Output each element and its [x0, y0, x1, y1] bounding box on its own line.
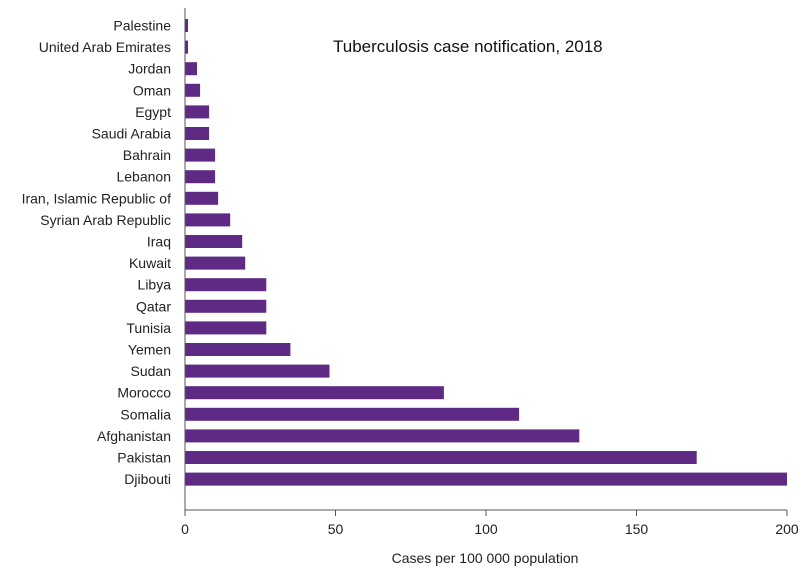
bar-oman: [185, 83, 201, 97]
category-label: Djibouti: [124, 471, 171, 487]
x-tick-label: 150: [625, 521, 649, 537]
category-label: Kuwait: [129, 255, 171, 271]
category-label: Syrian Arab Republic: [40, 212, 171, 228]
category-label: Somalia: [120, 406, 171, 422]
bars-group: [185, 19, 787, 486]
bar-egypt: [185, 105, 210, 119]
x-tick-label: 50: [328, 521, 344, 537]
x-axis-ticks: 0 50 100 150 200: [181, 510, 799, 537]
bar-kuwait: [185, 256, 246, 270]
category-label: Iran, Islamic Republic of: [22, 190, 172, 206]
category-label: United Arab Emirates: [39, 39, 171, 55]
bar-morocco: [185, 386, 444, 400]
bar-lebanon: [185, 170, 216, 184]
bar-pakistan: [185, 451, 697, 464]
bar-bahrain: [185, 148, 216, 162]
category-label: Pakistan: [117, 450, 171, 466]
bar-iran-islamic-republic-of: [185, 191, 219, 205]
bar-qatar: [185, 299, 267, 313]
bar-afghanistan: [185, 429, 580, 443]
category-label: Afghanistan: [97, 428, 171, 444]
category-label: Morocco: [117, 385, 171, 401]
category-label: Oman: [133, 82, 171, 98]
x-tick-label: 100: [474, 521, 498, 537]
category-label: Iraq: [147, 234, 171, 250]
category-label: Libya: [138, 277, 172, 293]
x-axis-title: Cases per 100 000 population: [392, 550, 579, 566]
x-tick-label: 200: [775, 521, 799, 537]
category-label: Jordan: [128, 61, 171, 77]
category-labels: Palestine United Arab Emirates Jordan Oman E…: [22, 18, 172, 488]
bar-yemen: [185, 343, 291, 356]
bar-syrian-arab-republic: [185, 213, 231, 227]
bar-jordan: [185, 62, 197, 76]
bar-palestine: [185, 19, 188, 32]
bar-sudan: [185, 364, 330, 378]
bar-libya: [185, 278, 267, 292]
chart-title: Tuberculosis case notification, 2018: [333, 37, 603, 56]
category-label: Egypt: [135, 104, 171, 120]
category-label: Bahrain: [123, 147, 171, 163]
category-label: Tunisia: [126, 320, 171, 336]
category-label: Palestine: [113, 18, 171, 34]
category-label: Qatar: [136, 298, 171, 314]
category-label: Saudi Arabia: [92, 126, 172, 142]
x-tick-label: 0: [181, 521, 189, 537]
bar-somalia: [185, 407, 520, 421]
bar-saudi-arabia: [185, 127, 210, 140]
bar-united-arab-emirates: [185, 40, 188, 54]
category-label: Sudan: [131, 363, 171, 379]
category-label: Yemen: [128, 342, 171, 358]
category-label: Lebanon: [116, 169, 171, 185]
bar-djibouti: [185, 472, 787, 486]
bar-tunisia: [185, 321, 267, 335]
bar-iraq: [185, 235, 243, 248]
